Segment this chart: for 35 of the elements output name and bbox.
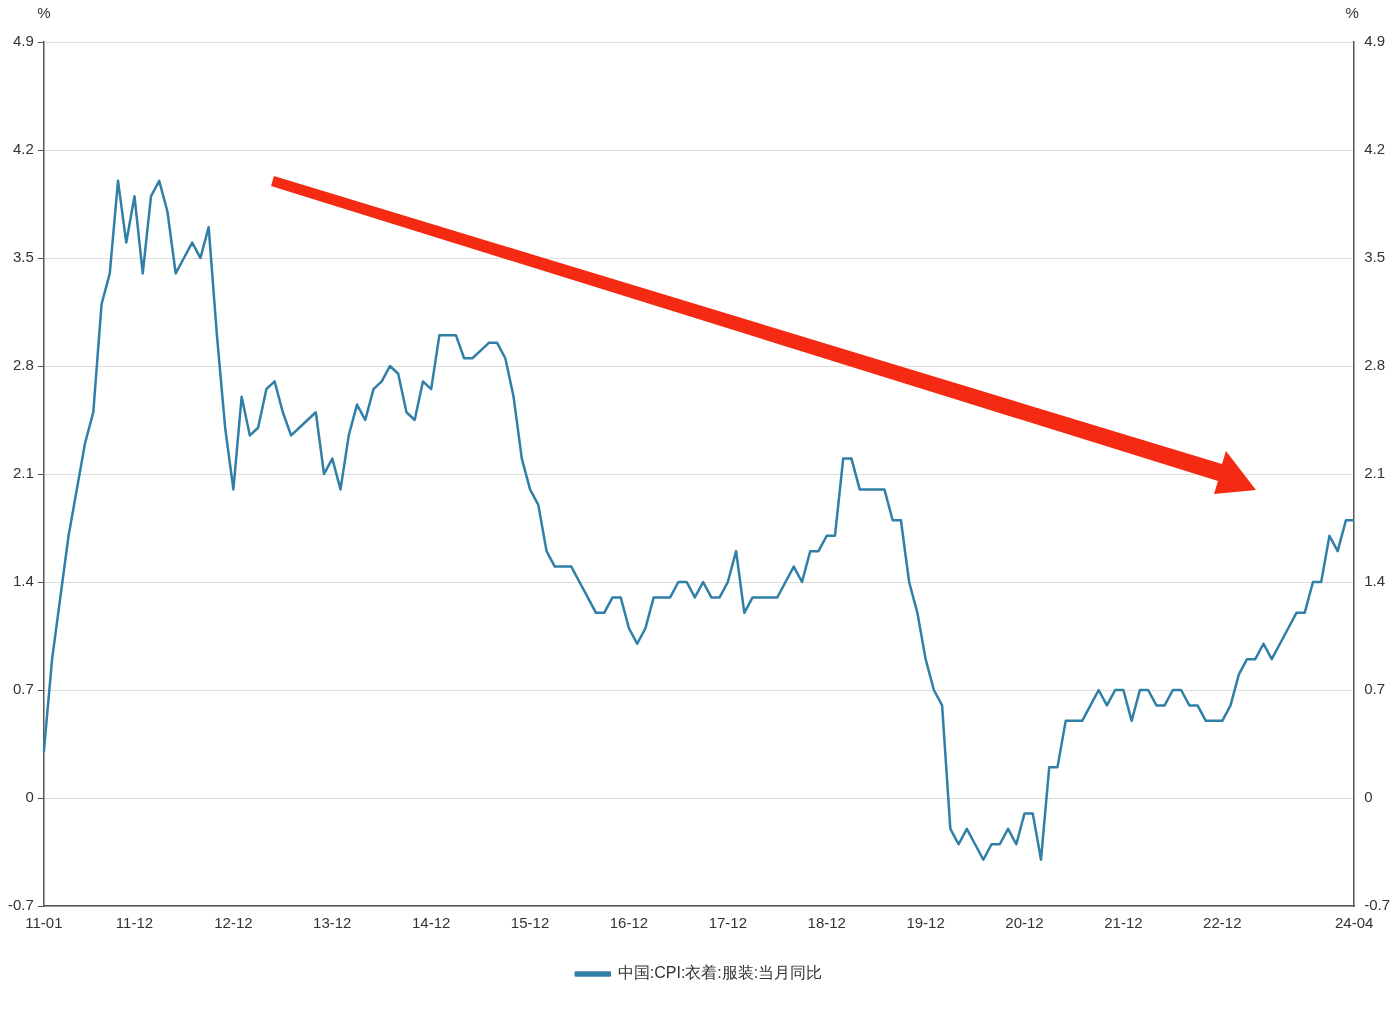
x-tick-label: 12-12 [214, 914, 253, 932]
legend-label: 中国:CPI:衣着:服装:当月同比 [617, 964, 823, 982]
y2-tick-label: 1.4 [1364, 572, 1386, 590]
y2-tick-label: 2.1 [1364, 464, 1386, 482]
x-tick-label: 11-01 [25, 914, 63, 932]
y2-tick-label: 2.8 [1364, 356, 1386, 374]
x-tick-label: 15-12 [510, 914, 550, 932]
y-axis-title: % [37, 4, 51, 22]
y-tick-label: 2.1 [12, 464, 34, 482]
y-tick-label: 2.8 [12, 356, 34, 374]
y2-tick-label: 0 [1364, 788, 1373, 806]
y-tick-label: 1.4 [12, 572, 34, 590]
y2-tick-label: -0.7 [1364, 896, 1391, 914]
x-tick-label: 22-12 [1203, 914, 1242, 932]
x-tick-label: 11-12 [115, 914, 154, 932]
x-tick-label: 19-12 [906, 914, 945, 932]
y-tick-label: 0 [25, 788, 34, 806]
y2-tick-label: 3.5 [1364, 248, 1386, 266]
y-tick-label: 3.5 [12, 248, 34, 266]
y-tick-label: 4.9 [12, 32, 34, 50]
x-tick-label: 16-12 [609, 914, 649, 932]
y-tick-label: 4.2 [12, 140, 34, 158]
y2-tick-label: 4.2 [1364, 140, 1386, 158]
x-tick-label: 13-12 [313, 914, 352, 932]
x-tick-label: 21-12 [1104, 914, 1143, 932]
x-tick-label: 14-12 [411, 914, 451, 932]
y2-tick-label: 0.7 [1364, 680, 1386, 698]
x-tick-label: 18-12 [807, 914, 846, 932]
x-tick-label: 24-04 [1334, 914, 1374, 932]
y-tick-label: 0.7 [12, 680, 34, 698]
y2-tick-label: 4.9 [1364, 32, 1386, 50]
x-tick-label: 17-12 [708, 914, 748, 932]
y-tick-label: -0.7 [7, 896, 34, 914]
x-tick-label: 20-12 [1005, 914, 1044, 932]
y2-axis-title: % [1345, 4, 1359, 22]
